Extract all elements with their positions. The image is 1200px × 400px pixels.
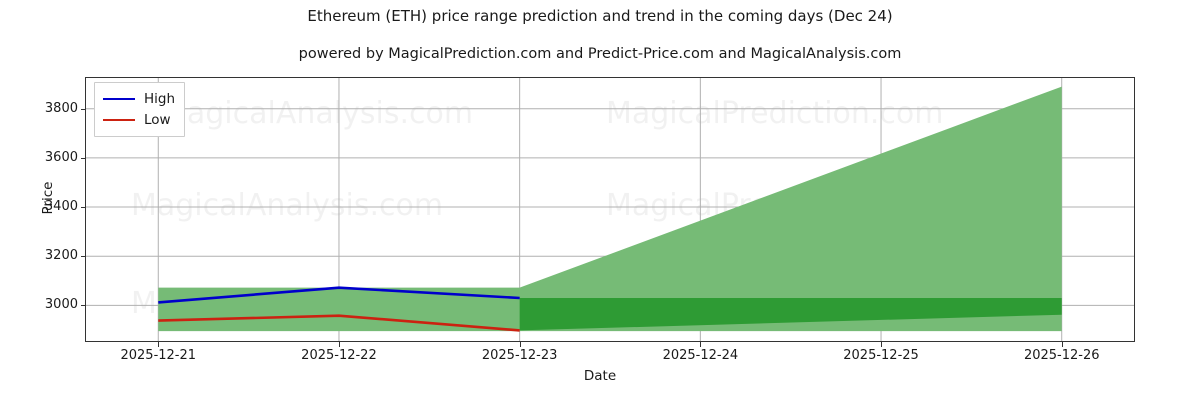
series-line-high bbox=[158, 286, 520, 304]
x-axis-tick-label: 2025-12-21 bbox=[120, 348, 197, 363]
y-axis-tick-label: 3000 bbox=[44, 297, 78, 313]
band-inner-forecast-band bbox=[519, 297, 1062, 331]
legend-swatch-low bbox=[103, 118, 135, 121]
x-axis-tick-label: 2025-12-25 bbox=[843, 348, 919, 363]
y-axis-tick-mark bbox=[81, 108, 86, 110]
bands-group bbox=[158, 86, 1062, 332]
x-axis-tick-mark bbox=[338, 342, 340, 347]
plot-svg bbox=[86, 78, 1134, 341]
y-axis-tick-mark bbox=[81, 256, 86, 258]
y-axis-tick-mark bbox=[81, 157, 86, 159]
x-axis-tick-label: 2025-12-23 bbox=[481, 348, 558, 363]
y-axis-tick-label: 3400 bbox=[44, 199, 78, 215]
y-axis-tick-mark bbox=[81, 207, 86, 209]
legend-label: Low bbox=[144, 111, 171, 128]
series-line-low bbox=[158, 314, 520, 332]
chart-title: Ethereum (ETH) price range prediction an… bbox=[307, 7, 893, 25]
legend-swatch-high bbox=[103, 97, 135, 100]
band-outer-range-band bbox=[158, 86, 1062, 332]
series-group bbox=[158, 286, 520, 332]
y-axis-tick-label: 3800 bbox=[44, 100, 78, 116]
x-axis-tick-mark bbox=[158, 342, 160, 347]
x-axis-tick-label: 2025-12-24 bbox=[662, 348, 739, 363]
chart-subtitle: powered by MagicalPrediction.com and Pre… bbox=[298, 46, 902, 62]
plot-area: MagicalAnalysis.com MagicalPrediction.com… bbox=[85, 77, 1135, 342]
legend-label: High bbox=[144, 90, 176, 107]
x-axis-tick-mark bbox=[1061, 342, 1063, 347]
y-axis-tick-label: 3200 bbox=[44, 248, 78, 264]
x-axis-tick-label: 2025-12-26 bbox=[1023, 348, 1100, 363]
x-axis-label: Date bbox=[583, 368, 617, 384]
y-axis-tick-label: 3600 bbox=[44, 149, 78, 165]
x-axis-tick-mark bbox=[881, 342, 883, 347]
x-axis-tick-mark bbox=[700, 342, 702, 347]
legend-item-high[interactable]: High bbox=[103, 88, 175, 109]
x-axis-tick-label: 2025-12-22 bbox=[301, 348, 377, 363]
chart-legend: High Low bbox=[94, 82, 186, 137]
x-axis-tick-mark bbox=[519, 342, 521, 347]
legend-item-low[interactable]: Low bbox=[103, 109, 175, 130]
y-axis-tick-mark bbox=[81, 305, 86, 307]
